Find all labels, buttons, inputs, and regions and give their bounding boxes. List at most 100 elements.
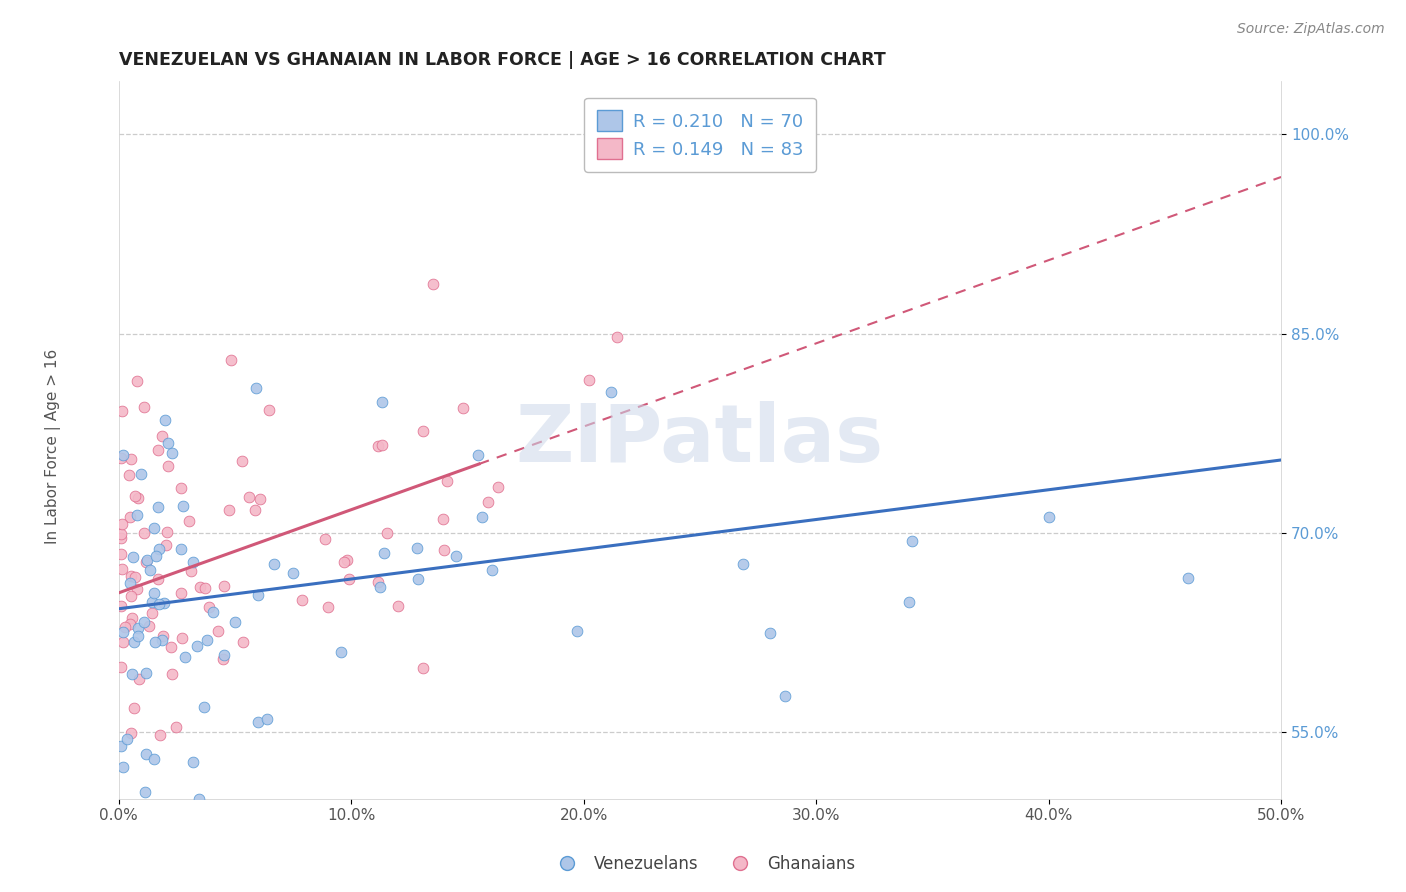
Point (578, 373, 600, 387)
Point (160, 446, 183, 460)
Point (160, 640, 183, 655)
Point (134, 785, 156, 799)
Point (406, 572, 429, 586)
Point (111, 516, 134, 531)
Point (129, 467, 152, 481)
Point (212, 579, 235, 593)
Legend: Venezuelans, Ghanaians: Venezuelans, Ghanaians (544, 848, 862, 880)
Point (115, 731, 138, 746)
Point (232, 635, 254, 649)
Point (169, 586, 191, 600)
Point (127, 621, 149, 635)
Point (477, 495, 499, 509)
Point (143, 751, 166, 765)
Point (181, 756, 204, 770)
Point (132, 525, 155, 540)
Point (329, 645, 352, 659)
Point (124, 570, 146, 584)
Point (135, 555, 157, 569)
Point (146, 572, 169, 586)
Point (373, 546, 395, 560)
Point (290, 593, 312, 607)
Point (370, 438, 392, 452)
Point (150, 632, 173, 647)
Point (152, 596, 174, 610)
Point (120, 576, 142, 591)
Point (172, 499, 194, 513)
Point (110, 547, 132, 561)
Point (111, 624, 134, 639)
Text: VENEZUELAN VS GHANAIAN IN LABOR FORCE | AGE > 16 CORRELATION CHART: VENEZUELAN VS GHANAIAN IN LABOR FORCE | … (118, 51, 886, 69)
Point (224, 615, 246, 629)
Point (606, 330, 628, 344)
Point (898, 595, 921, 609)
Point (488, 480, 510, 494)
Point (135, 552, 157, 566)
Point (110, 739, 132, 754)
Point (375, 525, 398, 540)
Point (120, 569, 142, 583)
Point (127, 629, 149, 643)
Point (135, 666, 157, 681)
Point (127, 582, 149, 596)
Point (138, 563, 160, 577)
Point (367, 574, 389, 589)
Point (162, 666, 184, 681)
Point (758, 626, 780, 640)
Point (128, 673, 150, 687)
Point (245, 381, 267, 395)
Point (125, 508, 148, 522)
Point (110, 599, 132, 613)
Point (170, 542, 193, 557)
Point (152, 629, 174, 643)
Legend: R = 0.210   N = 70, R = 0.149   N = 83: R = 0.210 N = 70, R = 0.149 N = 83 (583, 97, 815, 172)
Point (263, 557, 285, 571)
Point (127, 491, 149, 506)
Point (141, 594, 163, 608)
Point (281, 566, 304, 580)
Point (110, 660, 132, 674)
Point (259, 403, 281, 417)
Point (120, 589, 142, 603)
Point (157, 436, 180, 450)
Point (336, 553, 359, 567)
Point (138, 618, 160, 632)
Point (422, 277, 444, 292)
Point (565, 624, 588, 638)
Point (731, 557, 754, 571)
Point (120, 617, 142, 632)
Point (249, 492, 271, 507)
Point (145, 549, 167, 563)
Point (1038, 509, 1060, 524)
Point (120, 509, 142, 524)
Point (412, 661, 434, 675)
Point (110, 527, 132, 541)
Point (125, 374, 148, 388)
Point (112, 635, 135, 649)
Point (188, 580, 211, 594)
Point (467, 448, 489, 462)
Point (142, 586, 165, 600)
Text: ZIPatlas: ZIPatlas (516, 401, 884, 479)
Point (173, 649, 195, 664)
Point (247, 715, 270, 730)
Text: In Labor Force | Age > 16: In Labor Force | Age > 16 (45, 349, 62, 543)
Point (111, 403, 134, 417)
Point (149, 728, 172, 742)
Point (124, 489, 146, 503)
Point (600, 385, 623, 400)
Point (444, 549, 467, 564)
Point (183, 555, 205, 569)
Point (132, 615, 155, 629)
Point (436, 474, 458, 488)
Point (122, 635, 145, 649)
Point (202, 605, 225, 619)
Point (471, 509, 494, 524)
Point (367, 439, 389, 453)
Point (412, 425, 434, 439)
Point (146, 442, 169, 457)
Point (481, 563, 503, 577)
Point (135, 747, 157, 762)
Point (197, 599, 219, 614)
Point (900, 533, 922, 548)
